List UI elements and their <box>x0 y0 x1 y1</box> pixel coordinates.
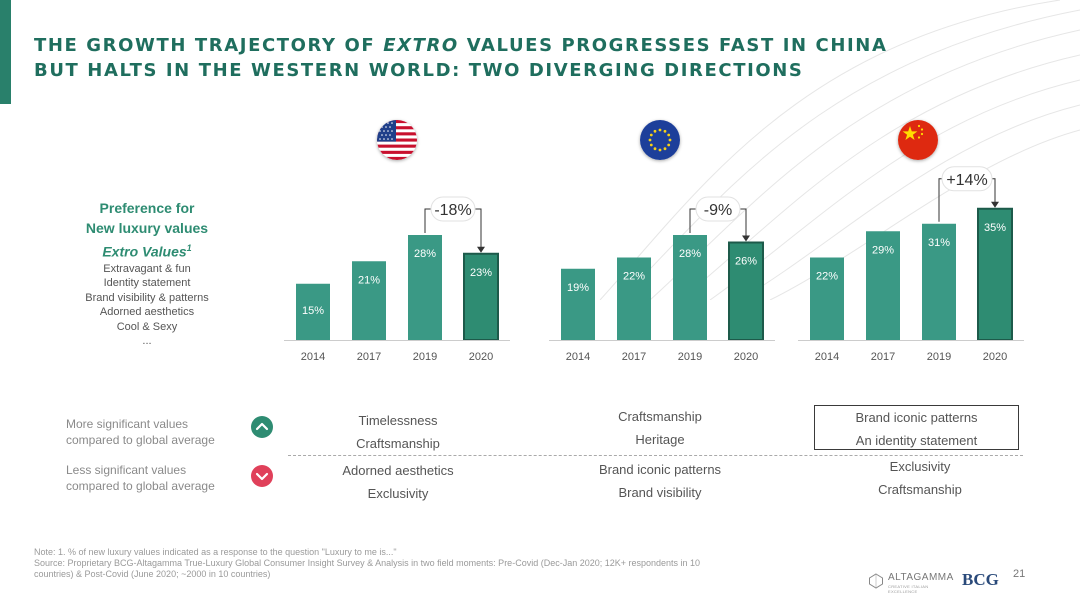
altagamma-logo: ALTAGAMMA CREATIVE ITALIAN EXCELLENCE <box>868 572 953 594</box>
x-tick-label: 2019 <box>678 351 702 363</box>
chevron-up-icon <box>251 416 273 438</box>
more-significant-label: More significant values compared to globa… <box>66 417 215 447</box>
bar-value-label: 28% <box>679 248 701 260</box>
eu-less-values: Brand iconic patterns Brand visibility <box>598 462 722 500</box>
legend-block: Preference for New luxury values Extro V… <box>62 198 232 349</box>
bar-value-label: 31% <box>928 237 950 249</box>
altagamma-mark-icon <box>869 573 883 589</box>
bar-china-2017 <box>866 231 900 340</box>
change-label: +14% <box>946 172 987 189</box>
bar-value-label: 26% <box>735 256 757 268</box>
x-tick-label: 2017 <box>871 351 895 363</box>
bar-europe-2014 <box>561 268 595 340</box>
legend-item: ... <box>142 335 152 348</box>
values-divider <box>288 455 1023 456</box>
legend-line-3: Extro Values1 <box>102 243 192 260</box>
x-tick-label: 2019 <box>413 351 437 363</box>
x-tick-label: 2020 <box>983 351 1007 363</box>
bcg-logo: BCG <box>962 570 999 589</box>
bar-value-label: 19% <box>567 282 589 294</box>
bar-value-label: 35% <box>984 222 1006 234</box>
china-flag-icon <box>898 120 938 160</box>
legend-item: Adorned aesthetics <box>99 306 195 319</box>
background-waves <box>599 0 1080 300</box>
china-less-values: Exclusivity Craftsmanship <box>878 459 962 497</box>
page-title: THE GROWTH TRAJECTORY OF EXTRO VALUES PR… <box>34 35 888 81</box>
change-arrow-icon <box>991 201 999 208</box>
bar-usa-2019 <box>408 235 442 340</box>
legend-line-1: Preference for <box>99 200 195 216</box>
usa-more-values: Timelessness Craftsmanship <box>356 413 440 451</box>
bar-europe-2017 <box>617 257 651 340</box>
eu-more-values: Craftsmanship Heritage <box>618 409 702 447</box>
legend-line-2: New luxury values <box>85 220 209 236</box>
x-tick-label: 2017 <box>622 351 646 363</box>
bar-value-label: 28% <box>414 248 436 260</box>
bar-china-2019 <box>922 223 956 340</box>
x-tick-label: 2019 <box>927 351 951 363</box>
bar-value-label: 23% <box>470 267 492 279</box>
bar-value-label: 29% <box>872 244 894 256</box>
bar-europe-2019 <box>673 235 707 340</box>
china-more-values: Brand iconic patterns An identity stateme… <box>814 405 1019 450</box>
x-tick-label: 2017 <box>357 351 381 363</box>
legend-item: Identity statement <box>103 277 191 290</box>
change-label-bg <box>430 196 476 222</box>
bar-value-label: 15% <box>302 305 324 317</box>
x-tick-label: 2014 <box>566 351 590 363</box>
change-arrow-icon <box>742 235 750 242</box>
footnote: Note: 1. % of new luxury values indicate… <box>34 547 701 579</box>
x-tick-label: 2020 <box>469 351 493 363</box>
chevron-down-icon <box>251 465 273 487</box>
legend-item: Cool & Sexy <box>116 320 178 333</box>
change-label: -18% <box>434 202 471 219</box>
x-tick-label: 2014 <box>301 351 325 363</box>
bar-china-2014 <box>810 257 844 340</box>
bar-value-label: 22% <box>623 271 645 283</box>
bar-value-label: 22% <box>816 271 838 283</box>
bar-usa-2014 <box>296 283 330 340</box>
usa-flag-icon <box>377 120 417 160</box>
change-label-bg <box>695 196 741 222</box>
legend-item: Extravagant & fun <box>103 262 191 275</box>
change-arrow-icon <box>477 246 485 253</box>
bar-usa-2017 <box>352 261 386 340</box>
change-label-bg <box>941 166 993 192</box>
eu-flag-icon <box>640 120 680 160</box>
accent-bar <box>0 0 11 104</box>
legend-item: Brand visibility & patterns <box>85 291 209 304</box>
x-tick-label: 2020 <box>734 351 758 363</box>
change-label: -9% <box>704 202 732 219</box>
less-significant-label: Less significant values compared to globa… <box>66 463 215 493</box>
usa-less-values: Adorned aesthetics Exclusivity <box>342 463 454 501</box>
x-tick-label: 2014 <box>815 351 839 363</box>
bar-value-label: 21% <box>358 274 380 286</box>
page-number: 21 <box>1013 568 1026 580</box>
